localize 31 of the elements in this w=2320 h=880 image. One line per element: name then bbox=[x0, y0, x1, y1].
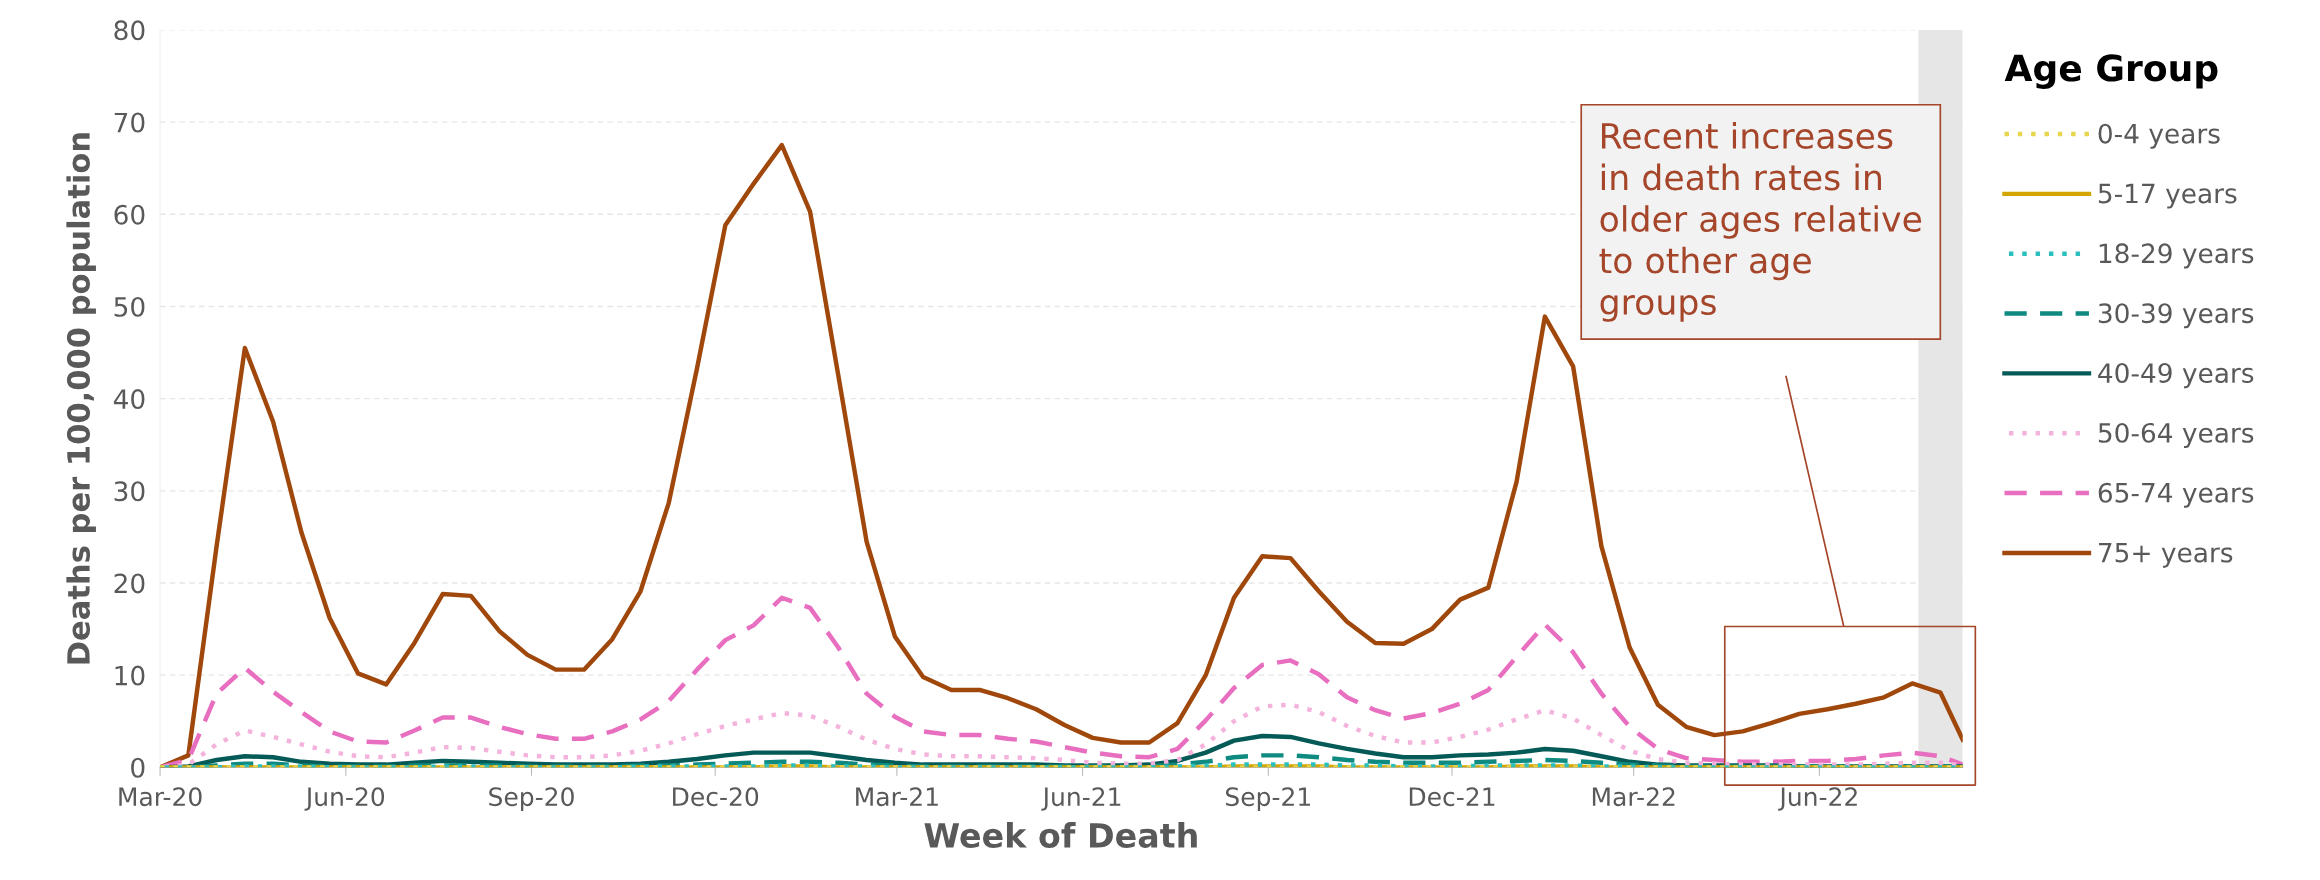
legend-label: 18-29 years bbox=[2099, 243, 2254, 269]
y-tick-label: 30 bbox=[114, 481, 145, 502]
x-tick-label: Sep-20 bbox=[489, 787, 574, 811]
x-tick-label: Mar-21 bbox=[856, 787, 938, 807]
legend-label: 40-49 years bbox=[2098, 363, 2254, 389]
y-tick-label: 0 bbox=[131, 757, 145, 778]
x-tick-label: Sep-21 bbox=[1225, 787, 1310, 811]
x-tick-label: Dec-21 bbox=[1409, 787, 1495, 807]
x-tick-label: Jun-21 bbox=[1041, 787, 1121, 811]
legend-label: 0-4 years bbox=[2098, 123, 2220, 149]
x-tick-label: Dec-20 bbox=[673, 787, 759, 807]
x-tick-label: Jun-22 bbox=[1778, 787, 1857, 811]
legend-label: 75+ years bbox=[2099, 542, 2233, 568]
x-tick-label: Mar-22 bbox=[1592, 787, 1675, 807]
y-tick-label: 20 bbox=[114, 573, 145, 594]
x-tick-label: Mar-20 bbox=[119, 787, 202, 807]
y-tick-label: 40 bbox=[113, 389, 145, 410]
y-tick-label: 50 bbox=[114, 296, 145, 317]
y-axis-title: Deaths per 100,000 population bbox=[66, 133, 96, 664]
legend-label: 5-17 years bbox=[2098, 183, 2237, 209]
annotation: Recent increases in death rates in older ages relative to other age groups bbox=[1599, 122, 1922, 322]
y-tick-label: 10 bbox=[115, 665, 145, 686]
y-tick-label: 70 bbox=[114, 112, 145, 133]
legend-label: 50-64 years bbox=[2098, 422, 2254, 448]
x-tick-label: Jun-20 bbox=[304, 787, 385, 811]
legend-label: 65-74 years bbox=[2098, 482, 2254, 508]
legend-label: 30-39 years bbox=[2098, 303, 2254, 329]
x-axis-title: Week of Death bbox=[924, 822, 1197, 848]
y-tick-label: 60 bbox=[114, 204, 145, 225]
y-tick-label: 80 bbox=[114, 20, 145, 41]
legend-title: Age Group bbox=[2004, 54, 2218, 89]
